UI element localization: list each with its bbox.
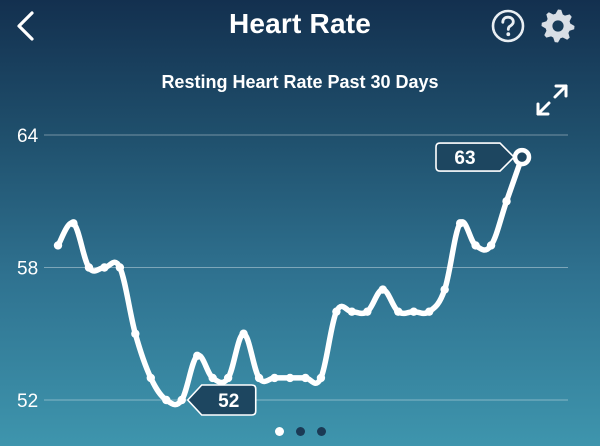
data-point[interactable] — [394, 307, 403, 316]
data-point[interactable] — [223, 373, 233, 383]
data-point[interactable] — [69, 219, 78, 228]
data-point[interactable] — [254, 373, 264, 383]
gear-hole — [552, 20, 564, 32]
back-button[interactable] — [10, 8, 42, 44]
gear-icon — [541, 9, 575, 43]
data-point[interactable] — [115, 263, 125, 272]
page-indicator — [0, 427, 600, 436]
page-dot[interactable] — [295, 427, 305, 436]
data-point[interactable] — [440, 285, 449, 294]
current-value-callout — [435, 142, 516, 172]
question-circle-icon — [491, 9, 525, 43]
data-point[interactable] — [193, 351, 202, 361]
help-button[interactable] — [490, 8, 526, 44]
data-point[interactable] — [162, 395, 171, 405]
chevron-left-icon — [17, 11, 34, 41]
data-point[interactable] — [270, 373, 279, 383]
min-value-label: 52 — [218, 391, 239, 412]
data-point[interactable] — [146, 373, 155, 383]
min-value-callout — [186, 384, 257, 416]
data-point[interactable] — [285, 373, 295, 383]
current-value-marker[interactable] — [512, 147, 532, 167]
data-point[interactable] — [177, 395, 186, 405]
expand-button[interactable] — [534, 82, 570, 118]
data-point[interactable] — [347, 307, 357, 316]
data-point[interactable] — [378, 285, 387, 294]
data-point[interactable] — [332, 307, 341, 316]
data-point[interactable] — [53, 241, 63, 250]
data-point[interactable] — [486, 241, 496, 250]
settings-button[interactable] — [540, 8, 576, 44]
page-dot[interactable] — [274, 427, 284, 436]
data-point[interactable] — [425, 307, 434, 316]
y-tick-label: 58 — [17, 259, 38, 280]
data-point[interactable] — [301, 373, 310, 383]
data-point[interactable] — [455, 219, 465, 228]
heart-rate-series-line — [55, 154, 525, 408]
data-point[interactable] — [131, 329, 140, 338]
data-point[interactable] — [409, 307, 418, 316]
data-point[interactable] — [471, 241, 480, 250]
chart-title: Resting Heart Rate Past 30 Days — [161, 72, 439, 92]
data-point[interactable] — [100, 263, 109, 272]
data-point[interactable] — [316, 373, 326, 383]
expand-icon — [536, 84, 568, 116]
page-dot[interactable] — [316, 427, 326, 436]
data-point[interactable] — [84, 263, 94, 272]
page-title: Heart Rate — [228, 8, 372, 39]
y-tick-label: 64 — [17, 126, 39, 147]
data-point[interactable] — [502, 197, 511, 206]
data-point[interactable] — [239, 329, 248, 338]
y-tick-label: 52 — [17, 391, 38, 412]
data-point[interactable] — [363, 307, 372, 316]
current-value-label: 63 — [454, 148, 475, 169]
data-point[interactable] — [208, 373, 217, 383]
